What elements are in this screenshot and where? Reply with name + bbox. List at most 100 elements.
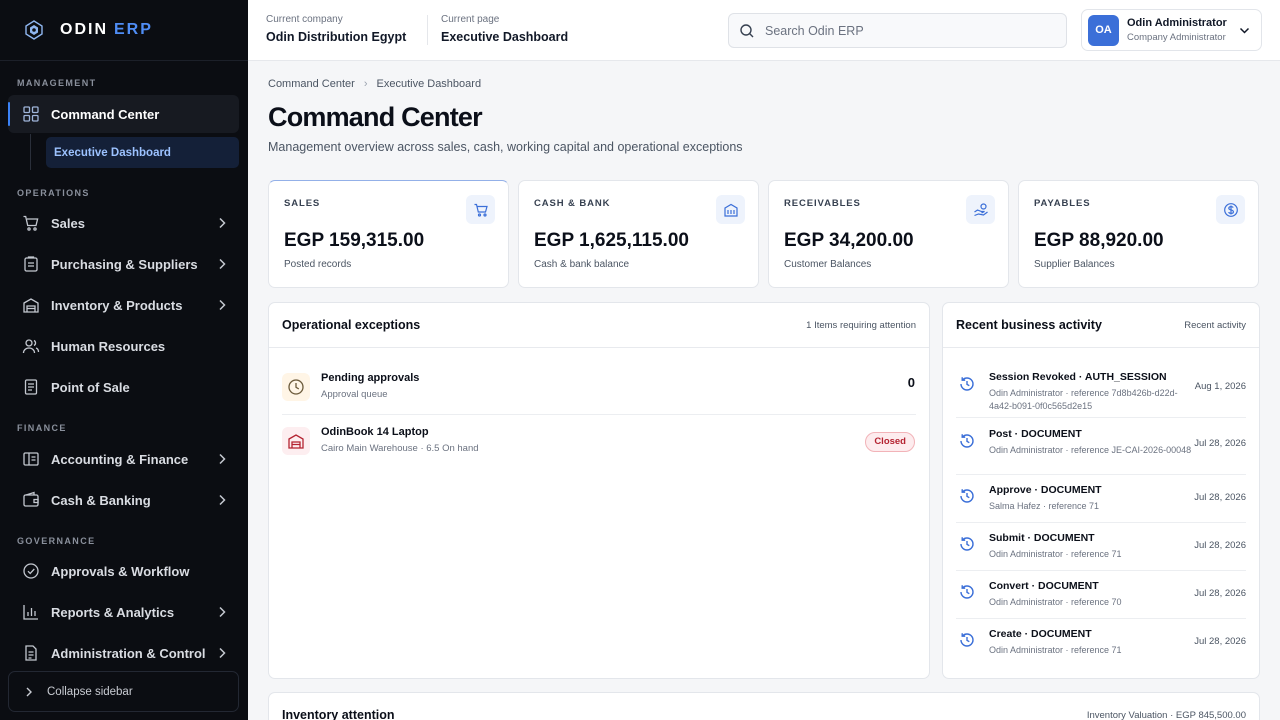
activity-title: Post · DOCUMENT	[989, 428, 1082, 440]
activity-date: Jul 28, 2026	[1194, 636, 1246, 647]
activity-row[interactable]: Convert · DOCUMENT Odin Administrator · …	[956, 571, 1246, 619]
section-label-operations: OPERATIONS	[17, 188, 90, 198]
breadcrumb-item-command-center[interactable]: Command Center	[268, 78, 355, 90]
inventory-attention-panel: Inventory attention Inventory Valuation …	[268, 692, 1260, 720]
grid-icon	[22, 105, 40, 123]
history-icon	[960, 585, 974, 599]
activity-title: Convert · DOCUMENT	[989, 580, 1099, 592]
exception-title: OdinBook 14 Laptop	[321, 426, 429, 438]
activity-subtitle: Odin Administrator · reference JE-CAI-20…	[989, 445, 1192, 455]
sidebar-item-label: Administration & Control	[51, 645, 206, 661]
current-company-value: Odin Distribution Egypt	[266, 30, 407, 44]
search-box[interactable]	[728, 13, 1067, 48]
breadcrumb: Command Center › Executive Dashboard	[268, 78, 481, 90]
page-title: Command Center	[268, 102, 483, 132]
chevron-down-icon	[1239, 27, 1250, 34]
wallet-icon	[22, 491, 40, 509]
sidebar-item-label: Cash & Banking	[51, 492, 151, 508]
sidebar-item-approvals-workflow[interactable]: Approvals & Workflow	[8, 552, 239, 590]
activity-row[interactable]: Post · DOCUMENT Odin Administrator · ref…	[956, 418, 1246, 475]
submenu-line	[30, 134, 31, 170]
user-info: Odin Administrator Company Administrator	[1127, 17, 1227, 43]
status-badge: Closed	[865, 432, 915, 452]
exception-row-odinbook-laptop[interactable]: OdinBook 14 Laptop Cairo Main Warehouse …	[282, 415, 916, 469]
page-subtitle: Management overview across sales, cash, …	[268, 140, 743, 154]
activity-date: Aug 1, 2026	[1194, 381, 1246, 392]
sidebar-item-label: Approvals & Workflow	[51, 563, 190, 579]
sidebar-item-administration-control[interactable]: Administration & Control	[8, 634, 239, 672]
chevron-right-icon	[219, 299, 226, 311]
kpi-card-payables[interactable]: PAYABLES EGP 88,920.00 Supplier Balances	[1018, 180, 1259, 288]
chevron-right-icon	[219, 258, 226, 270]
brand-name: ODIN ERP	[60, 21, 153, 38]
sidebar-item-inventory-products[interactable]: Inventory & Products	[8, 286, 239, 324]
sidebar-item-command-center[interactable]: Command Center	[8, 95, 239, 133]
activity-subtitle: Odin Administrator · reference 70	[989, 597, 1122, 607]
sidebar-item-sales[interactable]: Sales	[8, 204, 239, 242]
sidebar-item-purchasing-suppliers[interactable]: Purchasing & Suppliers	[8, 245, 239, 283]
history-icon	[960, 537, 974, 551]
kpi-card-sales[interactable]: SALES EGP 159,315.00 Posted records	[268, 180, 509, 288]
kpi-card-cash-bank[interactable]: CASH & BANK EGP 1,625,115.00 Cash & bank…	[518, 180, 759, 288]
cart-icon	[466, 195, 495, 224]
sidebar-item-label: Sales	[51, 215, 85, 231]
chevron-right-icon	[219, 453, 226, 465]
collapse-sidebar-button[interactable]: Collapse sidebar	[8, 671, 239, 712]
activity-date: Jul 28, 2026	[1194, 492, 1246, 503]
exception-count: 0	[907, 375, 915, 390]
sidebar-item-accounting-finance[interactable]: Accounting & Finance	[8, 440, 239, 478]
user-menu[interactable]: OA Odin Administrator Company Administra…	[1081, 9, 1262, 51]
history-icon	[960, 377, 974, 391]
sidebar-item-cash-banking[interactable]: Cash & Banking	[8, 481, 239, 519]
topbar: Current company Odin Distribution Egypt …	[248, 0, 1280, 61]
current-company: Current company Odin Distribution Egypt	[266, 14, 406, 44]
sidebar-item-label: Reports & Analytics	[51, 604, 175, 620]
activity-row[interactable]: Create · DOCUMENT Odin Administrator · r…	[956, 619, 1246, 667]
document-icon	[22, 644, 40, 662]
warehouse-icon	[282, 427, 310, 455]
people-icon	[22, 337, 40, 355]
recent-activity-panel: Recent business activity Recent activity…	[942, 302, 1260, 679]
kpi-card-receivables[interactable]: RECEIVABLES EGP 34,200.00 Customer Balan…	[768, 180, 1009, 288]
chevron-right-icon	[219, 217, 226, 229]
kpi-value: EGP 159,315.00	[284, 230, 425, 251]
activity-subtitle: Odin Administrator · reference 7d8b426b-…	[989, 388, 1178, 411]
exception-title: Pending approvals	[321, 372, 420, 384]
kpi-caption: Customer Balances	[784, 259, 872, 270]
clock-icon	[282, 373, 310, 401]
section-label-governance: GOVERNANCE	[17, 536, 96, 546]
section-label-finance: FINANCE	[17, 423, 67, 433]
activity-row[interactable]: Session Revoked · AUTH_SESSION Odin Admi…	[956, 361, 1246, 418]
panel-title: Operational exceptions	[282, 318, 421, 332]
bar-chart-icon	[22, 603, 40, 621]
activity-subtitle: Salma Hafez · reference 71	[989, 501, 1100, 511]
brand[interactable]: ODIN ERP	[0, 0, 248, 61]
exception-row-pending-approvals[interactable]: Pending approvals Approval queue 0	[282, 361, 916, 415]
collapse-sidebar-label: Collapse sidebar	[47, 685, 133, 698]
kpi-value: EGP 34,200.00	[784, 230, 914, 251]
activity-date: Jul 28, 2026	[1194, 438, 1246, 449]
activity-subtitle: Odin Administrator · reference 71	[989, 645, 1122, 655]
sidebar-subitem-executive-dashboard[interactable]: Executive Dashboard	[46, 137, 239, 168]
hand-coins-icon	[966, 195, 995, 224]
ledger-icon	[22, 450, 40, 468]
activity-row[interactable]: Approve · DOCUMENT Salma Hafez · referen…	[956, 475, 1246, 523]
dollar-circle-icon	[1216, 195, 1245, 224]
current-page: Current page Executive Dashboard	[441, 14, 568, 44]
activity-row[interactable]: Submit · DOCUMENT Odin Administrator · r…	[956, 523, 1246, 571]
history-icon	[960, 633, 974, 647]
history-icon	[960, 489, 974, 503]
search-input[interactable]	[765, 23, 1055, 38]
activity-date: Jul 28, 2026	[1194, 588, 1246, 599]
activity-title: Session Revoked · AUTH_SESSION	[989, 371, 1167, 383]
cart-icon	[22, 214, 40, 232]
sidebar-item-point-of-sale[interactable]: Point of Sale	[8, 368, 239, 406]
sidebar-item-reports-analytics[interactable]: Reports & Analytics	[8, 593, 239, 631]
user-role: Company Administrator	[1127, 32, 1226, 43]
sidebar-item-human-resources[interactable]: Human Resources	[8, 327, 239, 365]
activity-title: Approve · DOCUMENT	[989, 484, 1102, 496]
sidebar-item-label: Accounting & Finance	[51, 451, 189, 467]
kpi-label: RECEIVABLES	[784, 198, 861, 209]
search-icon	[740, 23, 754, 37]
panel-meta: Inventory Valuation · EGP 845,500.00	[1086, 710, 1246, 720]
